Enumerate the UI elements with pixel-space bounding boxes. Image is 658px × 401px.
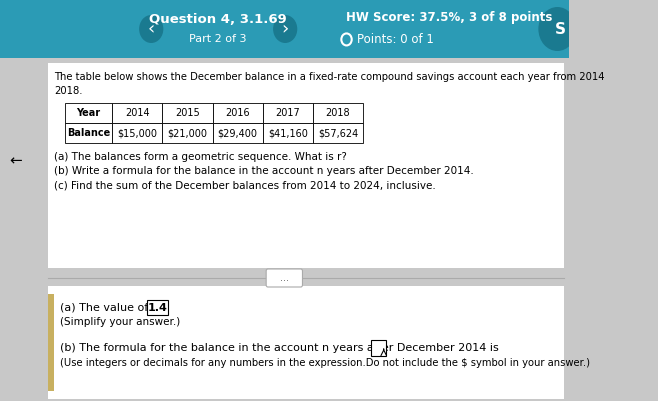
Text: HW Score: 37.5%, 3 of 8 points: HW Score: 37.5%, 3 of 8 points xyxy=(345,11,552,24)
Text: 2018: 2018 xyxy=(326,108,350,118)
FancyBboxPatch shape xyxy=(0,58,569,401)
FancyBboxPatch shape xyxy=(263,123,313,143)
FancyBboxPatch shape xyxy=(266,269,303,287)
FancyBboxPatch shape xyxy=(313,103,363,123)
FancyBboxPatch shape xyxy=(263,103,313,123)
Text: (b) Write a formula for the balance in the account n years after December 2014.: (b) Write a formula for the balance in t… xyxy=(55,166,474,176)
Text: (a) The balances form a geometric sequence. What is r?: (a) The balances form a geometric sequen… xyxy=(55,152,347,162)
Text: (c) Find the sum of the December balances from 2014 to 2024, inclusive.: (c) Find the sum of the December balance… xyxy=(55,180,436,190)
Text: 2014: 2014 xyxy=(125,108,150,118)
Text: $57,624: $57,624 xyxy=(318,128,358,138)
FancyBboxPatch shape xyxy=(213,123,263,143)
Text: 2018.: 2018. xyxy=(55,86,83,96)
Text: (b) The formula for the balance in the account n years after December 2014 is: (b) The formula for the balance in the a… xyxy=(60,343,498,353)
Circle shape xyxy=(538,7,576,51)
FancyBboxPatch shape xyxy=(47,286,565,399)
FancyBboxPatch shape xyxy=(213,103,263,123)
Text: $15,000: $15,000 xyxy=(117,128,157,138)
Text: $41,160: $41,160 xyxy=(268,128,308,138)
Text: The table below shows the December balance in a fixed-rate compound savings acco: The table below shows the December balan… xyxy=(55,72,605,82)
Text: $21,000: $21,000 xyxy=(168,128,207,138)
Text: Balance: Balance xyxy=(67,128,110,138)
Text: Question 4, 3.1.69: Question 4, 3.1.69 xyxy=(149,13,287,26)
Text: ‹: ‹ xyxy=(147,20,155,38)
FancyBboxPatch shape xyxy=(313,123,363,143)
Text: 1.4: 1.4 xyxy=(147,303,168,313)
Text: Year: Year xyxy=(76,108,101,118)
Text: (Simplify your answer.): (Simplify your answer.) xyxy=(60,317,180,327)
FancyBboxPatch shape xyxy=(0,0,569,58)
Text: $29,400: $29,400 xyxy=(218,128,258,138)
Circle shape xyxy=(139,15,163,43)
Text: ›: › xyxy=(282,20,289,38)
Text: S: S xyxy=(555,22,565,36)
Text: (Use integers or decimals for any numbers in the expression.Do not include the $: (Use integers or decimals for any number… xyxy=(60,358,590,368)
Circle shape xyxy=(273,15,297,43)
Text: Part 2 of 3: Part 2 of 3 xyxy=(189,34,247,44)
Text: (a) The value of r is: (a) The value of r is xyxy=(60,303,172,313)
FancyBboxPatch shape xyxy=(47,294,53,391)
FancyBboxPatch shape xyxy=(47,63,565,268)
Text: 2016: 2016 xyxy=(225,108,250,118)
FancyBboxPatch shape xyxy=(370,340,386,356)
Text: ...: ... xyxy=(280,273,289,283)
FancyBboxPatch shape xyxy=(64,123,113,143)
FancyBboxPatch shape xyxy=(64,103,113,123)
Text: Points: 0 of 1: Points: 0 of 1 xyxy=(357,33,434,46)
FancyBboxPatch shape xyxy=(113,103,163,123)
FancyBboxPatch shape xyxy=(113,123,163,143)
Text: 2015: 2015 xyxy=(175,108,200,118)
Text: 2017: 2017 xyxy=(276,108,300,118)
FancyBboxPatch shape xyxy=(163,123,213,143)
FancyBboxPatch shape xyxy=(147,300,168,315)
Text: ←: ← xyxy=(9,153,22,168)
FancyBboxPatch shape xyxy=(163,103,213,123)
